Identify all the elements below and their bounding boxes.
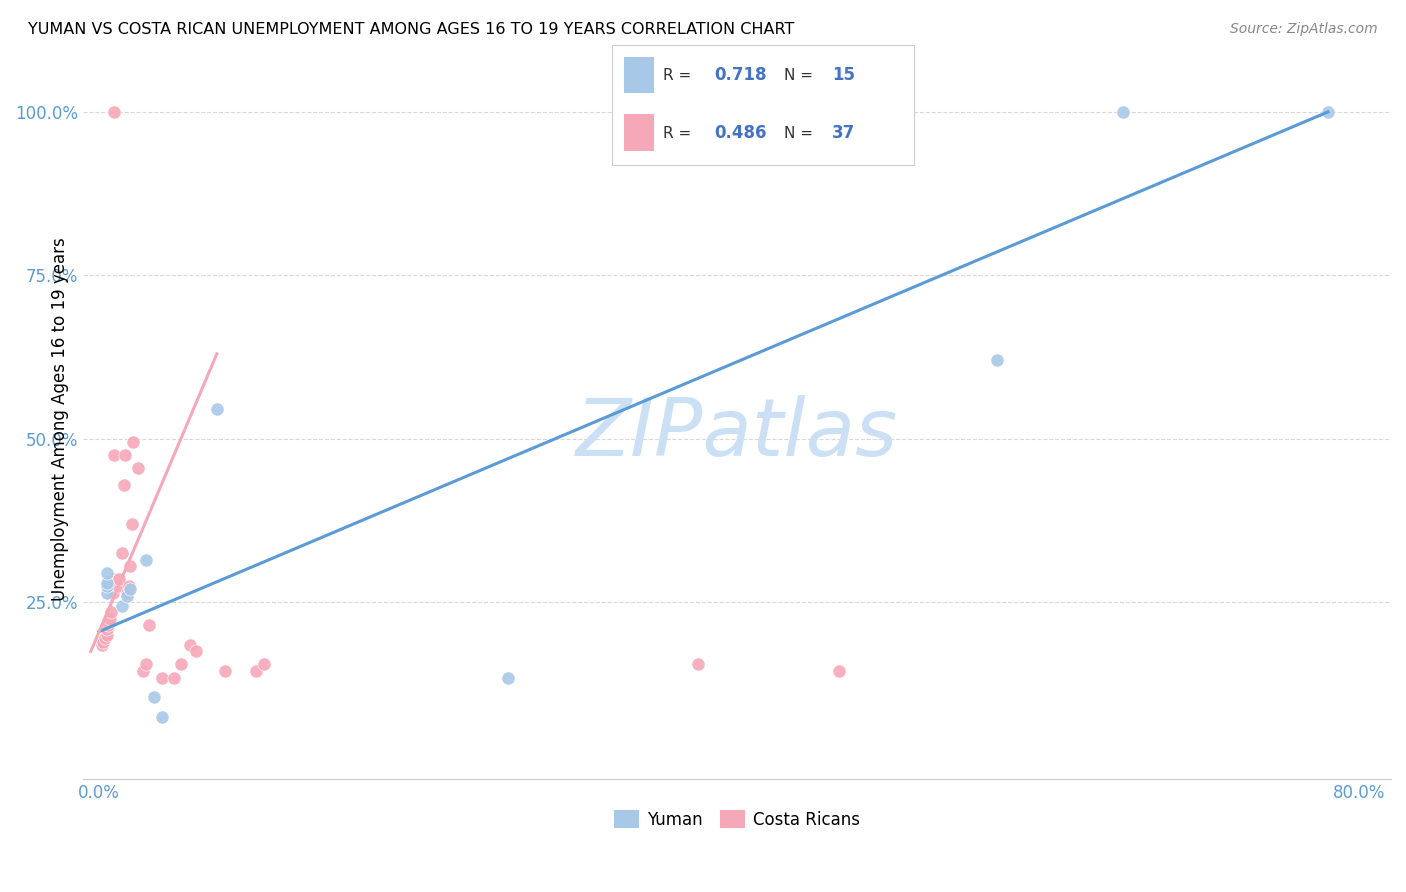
Point bbox=[103, 104, 125, 119]
Point bbox=[93, 634, 115, 648]
Text: ZIPatlas: ZIPatlas bbox=[576, 394, 898, 473]
Text: N =: N = bbox=[785, 126, 818, 141]
Point bbox=[101, 585, 124, 599]
Point bbox=[103, 573, 125, 587]
Point bbox=[214, 664, 236, 678]
Point bbox=[94, 632, 117, 646]
Text: R =: R = bbox=[664, 126, 696, 141]
Text: R =: R = bbox=[664, 68, 696, 83]
Point bbox=[498, 671, 520, 685]
Legend: Yuman, Costa Ricans: Yuman, Costa Ricans bbox=[607, 804, 866, 835]
Point bbox=[132, 664, 155, 678]
Y-axis label: Unemployment Among Ages 16 to 19 years: Unemployment Among Ages 16 to 19 years bbox=[51, 237, 69, 601]
Point bbox=[115, 585, 138, 599]
Point bbox=[1316, 104, 1339, 119]
Point bbox=[96, 566, 118, 580]
Point bbox=[96, 622, 118, 636]
Point bbox=[97, 618, 120, 632]
Point bbox=[97, 615, 120, 629]
Point bbox=[120, 582, 142, 597]
Text: Source: ZipAtlas.com: Source: ZipAtlas.com bbox=[1230, 22, 1378, 37]
Point bbox=[245, 664, 267, 678]
FancyBboxPatch shape bbox=[624, 57, 654, 93]
Point bbox=[115, 589, 138, 603]
Point bbox=[169, 657, 191, 672]
Point bbox=[686, 657, 709, 672]
Point bbox=[122, 435, 145, 450]
Point bbox=[100, 605, 122, 619]
Point bbox=[107, 579, 129, 593]
Point bbox=[111, 599, 134, 613]
Point bbox=[135, 657, 157, 672]
Point bbox=[150, 710, 173, 724]
Point bbox=[108, 573, 131, 587]
Point bbox=[112, 477, 135, 491]
Point bbox=[150, 671, 173, 685]
FancyBboxPatch shape bbox=[624, 114, 654, 151]
Point bbox=[120, 559, 142, 574]
Point bbox=[135, 553, 157, 567]
Point bbox=[253, 657, 276, 672]
Text: N =: N = bbox=[785, 68, 818, 83]
Text: 0.718: 0.718 bbox=[714, 66, 766, 85]
Text: YUMAN VS COSTA RICAN UNEMPLOYMENT AMONG AGES 16 TO 19 YEARS CORRELATION CHART: YUMAN VS COSTA RICAN UNEMPLOYMENT AMONG … bbox=[28, 22, 794, 37]
Point bbox=[96, 579, 118, 593]
Point bbox=[205, 402, 228, 417]
Point bbox=[186, 644, 208, 658]
Text: 0.486: 0.486 bbox=[714, 124, 766, 142]
Point bbox=[114, 448, 136, 462]
Point bbox=[96, 575, 118, 590]
Point bbox=[163, 671, 186, 685]
Point bbox=[138, 618, 160, 632]
Point bbox=[111, 546, 134, 560]
Point bbox=[828, 664, 851, 678]
Point bbox=[986, 353, 1008, 368]
Point bbox=[96, 585, 118, 599]
Text: 15: 15 bbox=[832, 66, 855, 85]
Point bbox=[90, 638, 112, 652]
Point bbox=[121, 516, 143, 531]
Point bbox=[96, 628, 118, 642]
Point bbox=[127, 461, 149, 475]
Point bbox=[117, 579, 139, 593]
Text: 37: 37 bbox=[832, 124, 855, 142]
Point bbox=[103, 448, 125, 462]
Point bbox=[179, 638, 201, 652]
Point bbox=[98, 612, 121, 626]
Point bbox=[142, 690, 165, 705]
Point bbox=[1112, 104, 1135, 119]
